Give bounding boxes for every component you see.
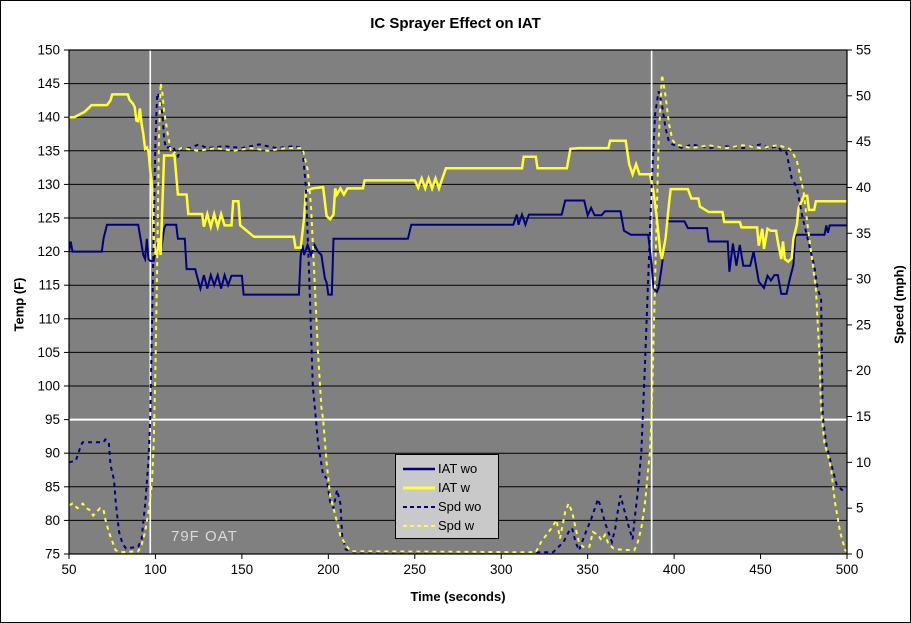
right-tick-label: 5 bbox=[856, 501, 864, 516]
left-tick-label: 115 bbox=[38, 278, 60, 293]
right-tick-label: 35 bbox=[856, 226, 871, 241]
left-tick-label: 75 bbox=[45, 547, 60, 562]
x-tick-label: 50 bbox=[61, 562, 76, 577]
right-tick-label: 25 bbox=[856, 317, 871, 332]
left-tick-label: 135 bbox=[37, 143, 60, 158]
left-tick-label: 125 bbox=[37, 211, 60, 226]
x-tick-label: 400 bbox=[663, 562, 686, 577]
legend-label: IAT wo bbox=[438, 461, 478, 476]
left-tick-label: 95 bbox=[45, 412, 60, 427]
left-tick-label: 120 bbox=[37, 244, 60, 259]
right-tick-label: 20 bbox=[856, 363, 871, 378]
legend-line-sample bbox=[402, 463, 436, 475]
legend-label: Spd w bbox=[438, 518, 475, 533]
right-tick-label: 45 bbox=[856, 134, 871, 149]
legend-entry-spd-w: Spd w bbox=[402, 516, 498, 535]
left-tick-label: 140 bbox=[37, 110, 60, 125]
legend-entry-iat-w: IAT w bbox=[402, 478, 498, 497]
left-tick-label: 90 bbox=[45, 446, 60, 461]
legend-line-sample bbox=[402, 520, 436, 532]
right-tick-label: 0 bbox=[856, 547, 864, 562]
chart-title: IC Sprayer Effect on IAT bbox=[370, 15, 541, 32]
right-tick-label: 55 bbox=[856, 43, 871, 58]
legend-line-sample bbox=[402, 482, 436, 494]
left-tick-label: 145 bbox=[37, 76, 60, 91]
plot-border bbox=[68, 49, 848, 555]
legend-label: IAT w bbox=[438, 480, 471, 495]
left-tick-label: 150 bbox=[37, 43, 60, 58]
left-tick-label: 100 bbox=[37, 379, 60, 394]
x-tick-label: 100 bbox=[144, 562, 167, 577]
x-tick-label: 200 bbox=[317, 562, 340, 577]
series-iat-w bbox=[69, 93, 847, 264]
oat-annotation: 79F OAT bbox=[171, 528, 238, 545]
legend-entry-iat-wo: IAT wo bbox=[402, 459, 498, 478]
legend-label: Spd wo bbox=[438, 499, 482, 514]
x-tick-label: 450 bbox=[749, 562, 772, 577]
x-tick-label: 350 bbox=[576, 562, 599, 577]
legend-entry-spd-wo: Spd wo bbox=[402, 497, 498, 516]
series-spd-wo bbox=[69, 89, 847, 554]
x-tick-label: 150 bbox=[231, 562, 254, 577]
right-tick-label: 10 bbox=[856, 455, 871, 470]
right-tick-label: 15 bbox=[856, 409, 871, 424]
x-tick-label: 250 bbox=[404, 562, 427, 577]
left-tick-label: 130 bbox=[37, 177, 60, 192]
right-tick-label: 40 bbox=[856, 180, 871, 195]
left-tick-label: 85 bbox=[45, 479, 60, 494]
left-tick-label: 110 bbox=[38, 311, 60, 326]
x-axis-title: Time (seconds) bbox=[410, 589, 506, 604]
left-tick-label: 80 bbox=[45, 513, 60, 528]
left-tick-label: 105 bbox=[37, 345, 60, 360]
right-tick-label: 50 bbox=[856, 88, 871, 103]
x-tick-label: 500 bbox=[836, 562, 859, 577]
left-axis-title: Temp (F) bbox=[11, 277, 27, 332]
right-axis-title: Speed (mph) bbox=[891, 265, 907, 344]
legend: IAT wo IAT w Spd wo Spd w bbox=[395, 454, 499, 539]
right-tick-label: 30 bbox=[856, 272, 871, 287]
series-iat-wo bbox=[69, 199, 847, 296]
legend-line-sample bbox=[402, 501, 436, 513]
x-tick-label: 300 bbox=[490, 562, 513, 577]
